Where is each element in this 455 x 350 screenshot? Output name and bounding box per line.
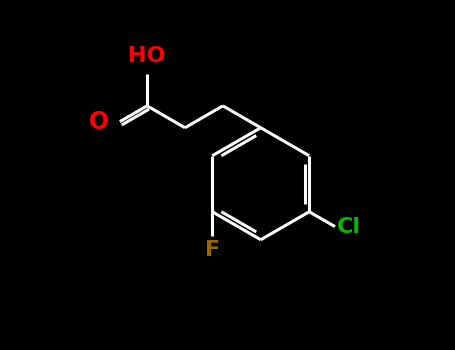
Text: HO: HO xyxy=(128,46,166,66)
Text: O: O xyxy=(89,110,109,134)
Text: F: F xyxy=(205,240,220,260)
Text: Cl: Cl xyxy=(337,217,361,237)
